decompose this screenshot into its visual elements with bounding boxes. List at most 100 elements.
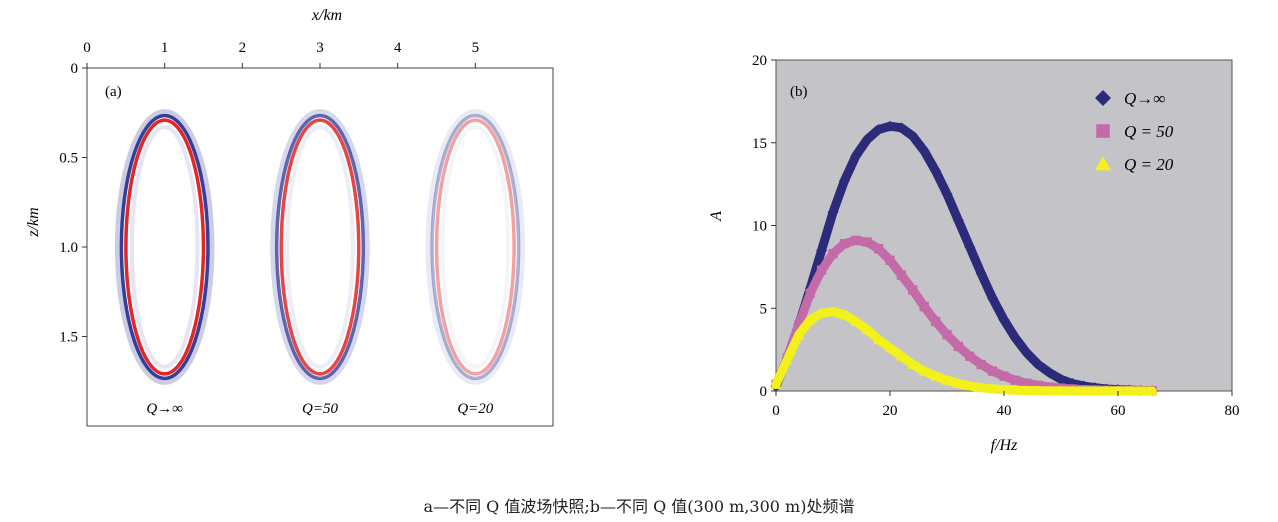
snapshot-positive-lobe (279, 118, 361, 376)
data-point (987, 383, 999, 394)
panel-b: 0 20 40 60 80 0 5 10 15 20 Q→∞ Q = 50 Q = 20 (b) f… (708, 53, 1240, 454)
snapshot-halo (270, 109, 370, 385)
data-point (1146, 385, 1158, 396)
data-point (965, 351, 975, 361)
data-point (930, 165, 942, 177)
data-point (1032, 359, 1044, 371)
snapshot-label: Q=50 (302, 401, 338, 417)
data-point (804, 314, 816, 325)
wavefield-snapshots (114, 109, 526, 385)
data-point (895, 350, 907, 361)
data-point (1021, 347, 1033, 359)
spectrum-series (770, 120, 1158, 397)
data-point (1078, 385, 1090, 396)
data-point (781, 354, 793, 364)
data-point (805, 288, 815, 299)
data-point (873, 334, 885, 345)
data-point (1044, 385, 1056, 396)
y-tick-label: 0 (71, 61, 79, 77)
data-point (827, 206, 839, 218)
legend-item: Q = 20 (1095, 155, 1174, 174)
data-point (896, 270, 907, 280)
data-point (861, 324, 873, 335)
data-point (1010, 375, 1021, 385)
y-tick-label: 15 (752, 136, 767, 152)
snapshot-2 (425, 109, 526, 385)
data-point (987, 292, 999, 304)
snapshot-1 (270, 109, 370, 385)
data-point (770, 378, 782, 389)
data-point (1095, 156, 1111, 171)
x-tick-label: 0 (772, 403, 780, 419)
data-point (1089, 385, 1101, 396)
data-point (918, 365, 930, 376)
data-point (942, 330, 952, 340)
legend-label: Q = 50 (1124, 122, 1174, 141)
data-point (873, 124, 885, 136)
panel-a-x-ticks: 0 1 2 3 4 5 (83, 40, 479, 68)
x-tick-label: 3 (316, 40, 324, 56)
data-point (1135, 385, 1147, 396)
data-point (838, 175, 850, 187)
x-tick-label: 20 (883, 403, 898, 419)
panel-b-ylabel: A (708, 211, 725, 222)
data-point (964, 380, 976, 391)
data-point (793, 329, 805, 340)
series-band (771, 307, 1157, 396)
y-tick-label: 0.5 (59, 151, 78, 167)
snapshot-trailing (285, 125, 355, 369)
data-point (1112, 385, 1124, 396)
snapshot-trailing (129, 125, 200, 369)
panel-a-frame (86, 67, 554, 427)
figure-caption: a—不同 Q 值波场快照;b—不同 Q 值(300 m,300 m)处频谱 (423, 497, 855, 516)
data-point (1009, 384, 1021, 395)
data-point (930, 316, 941, 327)
data-point (1044, 367, 1056, 379)
data-point (884, 120, 896, 132)
data-point (964, 241, 976, 253)
data-point (873, 243, 884, 254)
data-point (952, 215, 964, 227)
data-point (907, 130, 919, 142)
snapshot-label: Q→∞ (146, 401, 183, 417)
data-point (1055, 385, 1067, 396)
data-point (828, 248, 838, 259)
data-point (862, 237, 872, 247)
data-point (861, 133, 873, 145)
data-point (1009, 332, 1021, 344)
x-tick-label: 80 (1225, 403, 1240, 419)
data-point (908, 285, 918, 295)
snapshot-negative-lobe (119, 113, 210, 381)
snapshot-negative-lobe (430, 113, 521, 381)
data-point (839, 239, 850, 249)
panel-b-xlabel: f/Hz (991, 437, 1018, 454)
data-point (1095, 90, 1111, 106)
data-point (999, 371, 1009, 381)
snapshot-positive-lobe (434, 118, 516, 376)
data-point (816, 244, 828, 256)
panel-b-y-ticks: 0 5 10 15 20 (752, 53, 776, 400)
x-tick-label: 5 (472, 40, 480, 56)
data-point (827, 306, 839, 316)
series-2 (770, 306, 1158, 396)
snapshot-trailing (440, 125, 511, 369)
data-point (907, 359, 919, 369)
data-point (952, 378, 964, 388)
panel-a-label: (a) (105, 84, 122, 100)
snapshot-halo (114, 109, 215, 385)
data-point (941, 188, 953, 200)
x-tick-label: 1 (161, 40, 169, 56)
panel-b-x-ticks: 0 20 40 60 80 (772, 391, 1240, 419)
data-point (1055, 373, 1067, 385)
legend-label: Q = 20 (1124, 155, 1174, 174)
legend-item: Q→∞ (1095, 89, 1165, 108)
data-point (816, 265, 827, 275)
y-tick-label: 0 (760, 384, 768, 400)
snapshot-label: Q=20 (457, 401, 493, 417)
data-point (794, 320, 804, 330)
data-point (998, 314, 1010, 326)
snapshot-negative-lobe (274, 113, 366, 381)
y-tick-label: 5 (760, 301, 768, 317)
data-point (975, 267, 987, 279)
data-point (1066, 385, 1078, 396)
